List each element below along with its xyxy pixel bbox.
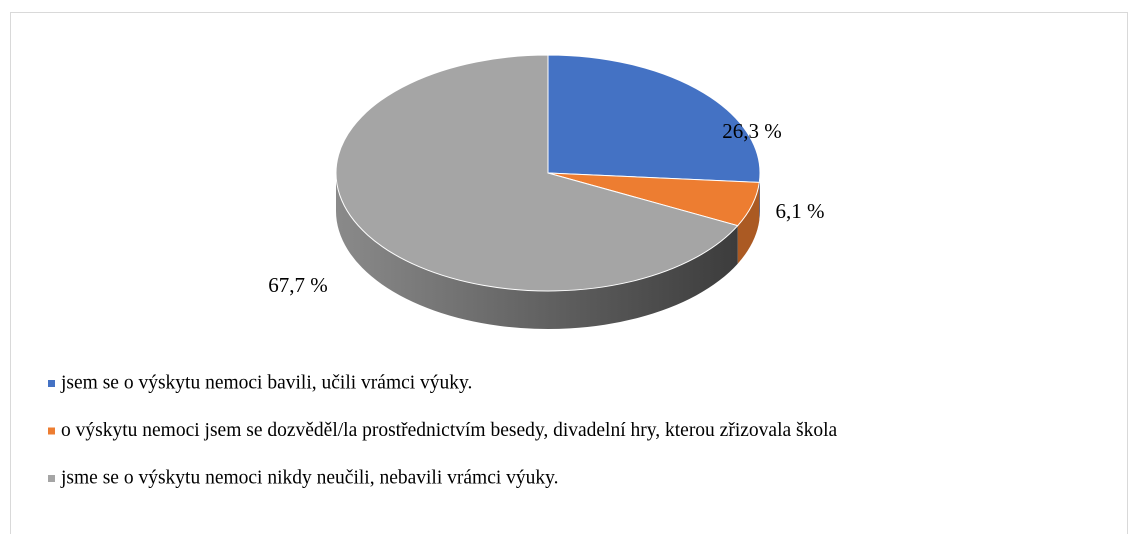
data-label: 26,3 % <box>722 119 782 143</box>
slice-side <box>759 173 760 221</box>
data-label: 67,7 % <box>268 273 328 297</box>
data-label: 6,1 % <box>776 199 825 223</box>
slice-side <box>335 173 738 329</box>
slice <box>547 54 761 183</box>
legend-label: jsem se o výskytu nemoci bavili, učili v… <box>60 372 472 393</box>
legend-label: o výskytu nemoci jsem se dozvěděl/la pro… <box>61 420 838 441</box>
legend-swatch <box>48 380 55 387</box>
chart-border <box>10 12 1128 534</box>
slice <box>335 54 739 292</box>
legend-label: jsme se o výskytu nemoci nikdy neučili, … <box>60 467 559 488</box>
legend-swatch <box>48 427 55 435</box>
legend-swatch <box>48 475 55 482</box>
slice-side <box>737 182 760 264</box>
